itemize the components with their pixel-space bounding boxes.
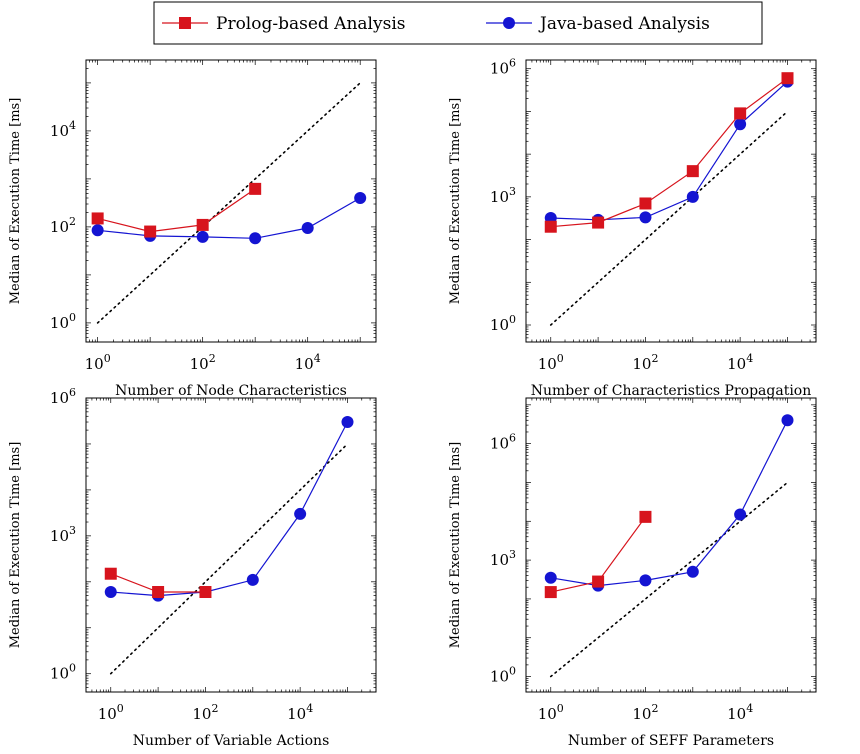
x-tick-label: 100 (538, 352, 564, 373)
prolog-data-point (592, 216, 605, 229)
prolog-data-point (734, 107, 747, 120)
x-tick-label: 100 (85, 352, 111, 373)
legend-label-prolog: Prolog-based Analysis (216, 14, 405, 34)
x-axis-label: Number of Variable Actions (133, 733, 330, 749)
prolog-data-point (104, 567, 117, 580)
x-tick-label: 102 (632, 702, 658, 723)
prolog-data-point (144, 225, 157, 238)
java-data-point (301, 221, 314, 234)
java-data-point (686, 190, 699, 203)
java-data-point (781, 414, 794, 427)
x-tick-label: 102 (632, 352, 658, 373)
legend-marker-prolog (179, 17, 191, 29)
prolog-data-point (781, 72, 794, 85)
y-tick-label: 100 (490, 313, 516, 334)
prolog-data-point (199, 586, 212, 599)
legend-marker-java (503, 17, 515, 29)
y-tick-label: 104 (50, 119, 76, 140)
y-axis-label: Median of Execution Time [ms] (448, 98, 463, 305)
y-tick-label: 103 (490, 185, 516, 206)
x-tick-label: 104 (287, 702, 313, 723)
prolog-data-point (249, 182, 262, 195)
legend-box (153, 1, 763, 45)
java-series-line (97, 197, 361, 239)
x-axis-label: Number of Node Characteristics (115, 383, 347, 399)
legend-entry-prolog: Prolog-based Analysis (162, 14, 405, 34)
y-tick-label: 106 (50, 386, 76, 407)
x-tick-label: 102 (190, 352, 216, 373)
java-data-point (246, 573, 259, 586)
y-axis-label: Median of Execution Time [ms] (8, 98, 23, 305)
chart-panel-1: 100 102 104 100 102 104 Number of Node Charact… (8, 59, 377, 399)
java-data-point (639, 211, 652, 224)
y-axis-label: Median of Execution Time [ms] (448, 442, 463, 649)
y-tick-label: 106 (490, 432, 516, 453)
plot-frame (525, 59, 817, 343)
java-data-point (544, 571, 557, 584)
java-data-point (341, 416, 354, 429)
prolog-data-point (544, 220, 557, 233)
java-data-point (294, 507, 307, 520)
x-tick-label: 102 (192, 702, 218, 723)
y-tick-label: 103 (490, 548, 516, 569)
prolog-data-point (592, 575, 605, 588)
x-axis-label: Number of Characteristics Propagation (531, 383, 812, 399)
java-data-point (354, 192, 367, 205)
prolog-data-point (91, 212, 104, 225)
java-series-line (110, 421, 349, 597)
prolog-data-point (686, 165, 699, 178)
x-tick-label: 100 (538, 702, 564, 723)
java-data-point (734, 118, 747, 131)
y-tick-label: 100 (50, 311, 76, 332)
java-data-point (249, 232, 262, 245)
y-tick-label: 100 (490, 665, 516, 686)
y-axis-label: Median of Execution Time [ms] (8, 442, 23, 649)
y-tick-label: 106 (490, 57, 516, 78)
java-series-line (550, 420, 789, 587)
chart-panel-3: 100 102 104 100 103 106 Number of Variable Act… (8, 386, 377, 749)
plot-frame (85, 397, 377, 693)
prolog-data-point (196, 218, 209, 231)
java-data-point (639, 574, 652, 587)
x-tick-label: 100 (98, 702, 124, 723)
java-data-point (91, 224, 104, 237)
prolog-data-point (639, 510, 652, 523)
prolog-data-point (639, 197, 652, 210)
java-series-line (550, 81, 788, 221)
x-tick-label: 104 (295, 352, 321, 373)
plot-frame (525, 397, 817, 693)
y-tick-label: 100 (50, 662, 76, 683)
plot-frame (85, 59, 377, 343)
x-axis-label: Number of SEFF Parameters (568, 733, 774, 749)
prolog-data-point (544, 586, 557, 599)
java-data-point (686, 565, 699, 578)
x-tick-label: 104 (727, 702, 753, 723)
prolog-series-line (97, 188, 256, 233)
legend-label-java: Java-based Analysis (538, 14, 710, 34)
reference-line (109, 443, 349, 675)
y-tick-label: 103 (50, 524, 76, 545)
reference-line (549, 110, 789, 326)
reference-line (96, 82, 361, 324)
y-tick-label: 102 (50, 215, 76, 236)
prolog-data-point (152, 586, 165, 599)
java-data-point (734, 508, 747, 521)
prolog-series-line (550, 77, 788, 228)
legend: Prolog-based Analysis Java-based Analysi… (153, 1, 763, 45)
legend-entry-java: Java-based Analysis (486, 14, 710, 34)
java-data-point (104, 586, 117, 599)
chart-panel-2: 100 102 104 100 103 106 Number of Characterist… (448, 57, 817, 399)
java-data-point (196, 230, 209, 243)
x-tick-label: 104 (727, 352, 753, 373)
reference-line (549, 481, 789, 678)
chart-panel-4: 100 102 104 100 103 106 Number of SEFF Paramet… (448, 397, 817, 749)
